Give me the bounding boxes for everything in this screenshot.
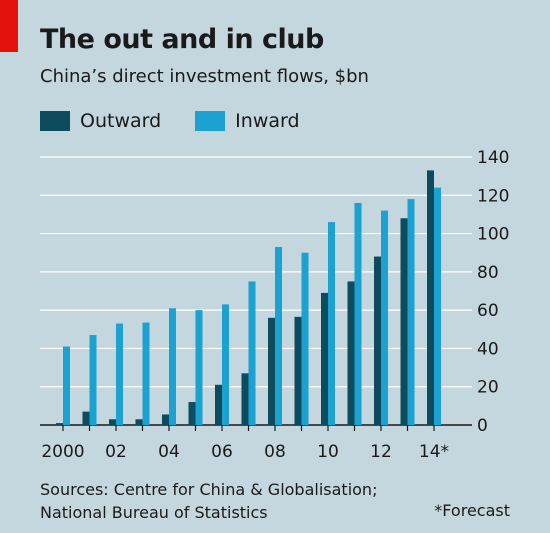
y-tick-label: 60 <box>477 301 499 321</box>
bar-outward <box>427 170 434 425</box>
forecast-note: *Forecast <box>434 501 510 520</box>
bar-inward <box>275 246 282 425</box>
bar-inward <box>63 346 70 425</box>
bar-inward <box>248 281 256 425</box>
x-tick-label: 02 <box>105 442 127 462</box>
bar-outward <box>109 419 116 425</box>
chart-subtitle: China’s direct investment flows, $bn <box>40 66 369 87</box>
bar-inward <box>222 304 229 425</box>
legend-item-outward: Outward <box>40 110 161 132</box>
y-tick-label: 100 <box>477 225 509 245</box>
sources: Sources: Centre for China & Globalisatio… <box>40 478 377 524</box>
x-tick-label: 06 <box>211 442 233 462</box>
bar-outward <box>374 256 381 425</box>
chart-title: The out and in club <box>40 24 324 55</box>
bar-inward <box>195 310 203 425</box>
bar-outward <box>162 414 169 425</box>
y-tick-label: 120 <box>477 186 509 206</box>
legend-label-outward: Outward <box>80 110 162 132</box>
bar-outward <box>56 423 63 425</box>
y-tick-label: 0 <box>477 416 488 436</box>
x-tick-label: 04 <box>158 442 180 462</box>
legend-item-inward: Inward <box>195 110 300 132</box>
bar-inward <box>169 308 176 425</box>
sources-line-2: National Bureau of Statistics <box>40 503 268 522</box>
y-tick-label: 20 <box>477 378 499 398</box>
bar-outward <box>268 317 275 425</box>
sources-line-1: Sources: Centre for China & Globalisatio… <box>40 480 378 499</box>
legend-swatch-inward <box>195 111 226 131</box>
brand-tag <box>0 0 18 52</box>
x-tick-label: 10 <box>317 442 339 462</box>
bar-inward <box>301 252 309 425</box>
y-tick-label: 80 <box>477 263 499 283</box>
x-tick-label: 14* <box>419 442 449 462</box>
bar-outward <box>215 384 222 425</box>
x-tick-label: 08 <box>264 442 286 462</box>
bar-outward <box>188 402 196 425</box>
y-tick-label: 40 <box>477 339 499 359</box>
bar-outward <box>321 292 328 425</box>
bar-inward <box>434 187 441 425</box>
legend: Outward Inward <box>40 110 334 132</box>
x-tick-label: 12 <box>370 442 392 462</box>
bar-inward <box>116 323 123 425</box>
bar-inward <box>89 335 97 425</box>
bar-inward <box>142 322 150 425</box>
bar-inward <box>407 199 415 425</box>
bar-inward <box>328 222 335 425</box>
bar-outward <box>135 419 143 425</box>
legend-swatch-outward <box>40 111 70 131</box>
x-tick-label: 2000 <box>41 442 84 462</box>
bar-outward <box>82 411 90 425</box>
bar-inward <box>381 210 388 425</box>
legend-label-inward: Inward <box>235 110 300 132</box>
bar-outward <box>400 218 408 425</box>
bar-outward <box>294 316 302 425</box>
bar-outward <box>347 281 355 425</box>
y-tick-label: 140 <box>477 148 509 168</box>
bar-outward <box>241 373 249 425</box>
bar-inward <box>354 202 362 425</box>
